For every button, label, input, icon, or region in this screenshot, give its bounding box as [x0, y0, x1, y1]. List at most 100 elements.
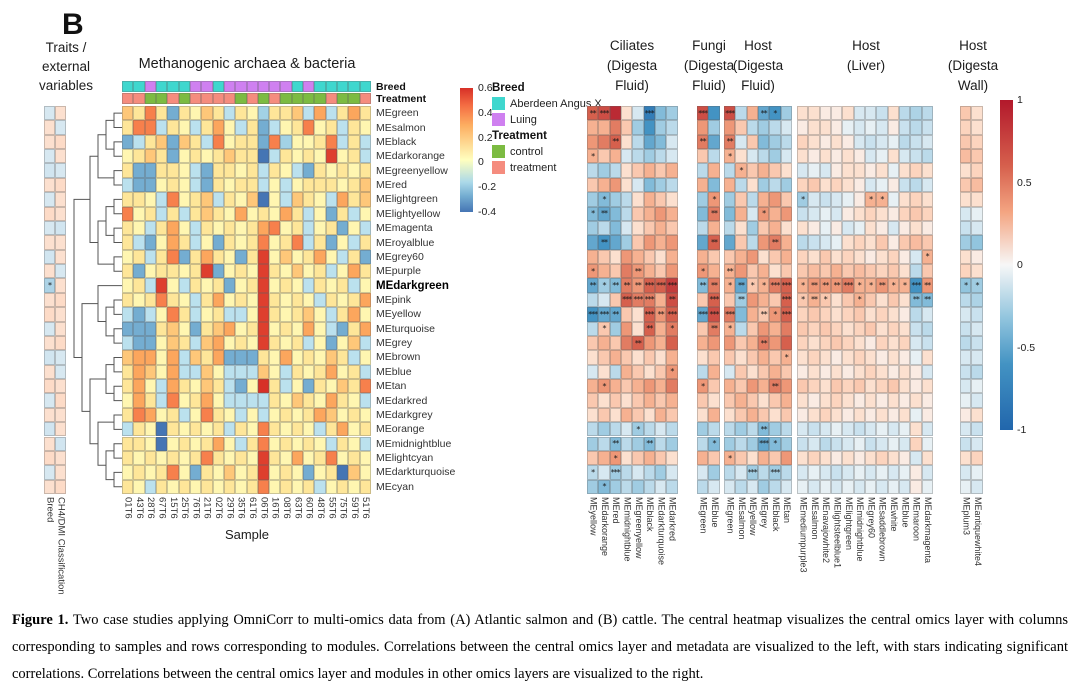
heatmap-cell — [864, 120, 877, 135]
heatmap-cell — [724, 450, 736, 466]
heatmap-cell — [223, 192, 236, 207]
heatmap-cell — [587, 120, 599, 135]
traits-title-line1: Traits / — [45, 40, 87, 55]
module-column-label: MEtan — [782, 497, 793, 524]
heatmap-cell — [853, 364, 865, 380]
heatmap-cell — [971, 436, 983, 451]
heatmap-cell — [359, 465, 372, 480]
heatmap-cell — [876, 436, 888, 451]
right-panel-title-line: Fluid) — [615, 78, 649, 93]
heatmap-cell — [257, 220, 270, 236]
heatmap-cell — [55, 307, 66, 322]
heatmap-cell — [853, 206, 865, 221]
heatmap-cell — [144, 321, 156, 336]
heatmap-cell — [808, 149, 820, 164]
heatmap-cell — [746, 278, 758, 293]
heatmap-cell — [609, 307, 621, 322]
heatmap-cell — [246, 192, 258, 207]
heatmap-cell — [864, 249, 877, 265]
heatmap-cell — [746, 106, 758, 121]
heatmap-cell — [133, 321, 145, 336]
heatmap-cell — [280, 235, 292, 250]
heatmap-cell — [853, 450, 865, 466]
heatmap-cell — [280, 393, 292, 408]
heatmap-cell — [797, 422, 809, 437]
heatmap-cell — [620, 350, 633, 365]
heatmap-cell — [269, 264, 281, 279]
caption-prefix: Figure 1. — [12, 612, 69, 628]
heatmap-cell — [697, 436, 709, 451]
heatmap-cell — [666, 465, 678, 480]
heatmap-cell — [291, 177, 304, 193]
heatmap-cell — [797, 264, 809, 279]
aberdeen-swatch — [492, 97, 505, 110]
heatmap-cell — [864, 364, 877, 380]
heatmap-cell — [830, 465, 843, 480]
module-row-label: MEdarkturquoise — [376, 466, 456, 479]
annotation-cell — [212, 81, 224, 92]
heatmap-cell — [876, 465, 888, 480]
heatmap-cell — [808, 321, 820, 336]
central-colorbar-tick: 0.2 — [478, 131, 493, 144]
heatmap-cell — [55, 278, 66, 293]
heatmap-cell — [887, 292, 899, 308]
heatmap-cell — [314, 149, 326, 164]
heatmap-cell — [257, 235, 270, 250]
module-column-label: MEmaroon — [911, 497, 922, 542]
heatmap-cell — [609, 134, 621, 150]
heatmap-cell — [746, 422, 758, 437]
heatmap-cell — [122, 465, 134, 480]
heatmap-cell — [808, 335, 820, 351]
heatmap-cell — [960, 422, 972, 437]
heatmap-cell — [971, 249, 983, 265]
heatmap-cell — [314, 393, 326, 408]
heatmap-cell — [280, 120, 292, 135]
heatmap-cell — [303, 120, 315, 135]
heatmap-cell — [769, 163, 781, 178]
right-panel-title: Ciliates (Digesta Fluid) — [607, 36, 657, 96]
heatmap-cell — [808, 235, 820, 250]
heatmap-cell — [235, 192, 247, 207]
heatmap-cell — [757, 465, 770, 480]
heatmap-cell — [746, 321, 758, 336]
heatmap-cell — [853, 307, 865, 322]
heatmap-cell — [842, 379, 854, 394]
heatmap-cell — [189, 134, 202, 150]
heatmap-cell — [212, 350, 224, 365]
heatmap-cell — [853, 192, 865, 207]
heatmap-cell — [921, 436, 933, 451]
heatmap-cell — [133, 177, 145, 193]
annotation-cell — [212, 93, 224, 104]
heatmap-cell — [643, 220, 655, 236]
heatmap-cell — [189, 192, 202, 207]
right-panel-title-line: Host — [852, 38, 880, 53]
heatmap-cell — [769, 235, 781, 250]
heatmap-cell — [325, 436, 338, 451]
heatmap-cell — [910, 134, 922, 150]
heatmap-cell — [359, 120, 372, 135]
heatmap-cell — [167, 393, 179, 408]
heatmap-cell — [724, 149, 736, 164]
heatmap-cell — [898, 163, 911, 178]
heatmap-cell — [921, 407, 933, 423]
heatmap-cell — [746, 177, 758, 193]
heatmap-cell — [797, 120, 809, 135]
heatmap-cell — [609, 364, 621, 380]
heatmap-cell — [654, 436, 667, 451]
heatmap-cell — [189, 307, 202, 322]
heatmap-cell — [167, 177, 179, 193]
heatmap-cell — [167, 379, 179, 394]
heatmap-cell — [359, 450, 372, 466]
heatmap-cell — [55, 149, 66, 164]
heatmap-cell — [257, 335, 270, 351]
heatmap-cell — [133, 235, 145, 250]
heatmap-cell — [876, 192, 888, 207]
heatmap-cell — [291, 465, 304, 480]
heatmap-cell — [44, 422, 55, 437]
aberdeen-label: Aberdeen Angus X — [510, 97, 602, 110]
heatmap-cell — [280, 134, 292, 150]
heatmap-cell — [223, 235, 236, 250]
heatmap-cell — [314, 292, 326, 308]
heatmap-cell — [223, 177, 236, 193]
heatmap-cell — [876, 350, 888, 365]
